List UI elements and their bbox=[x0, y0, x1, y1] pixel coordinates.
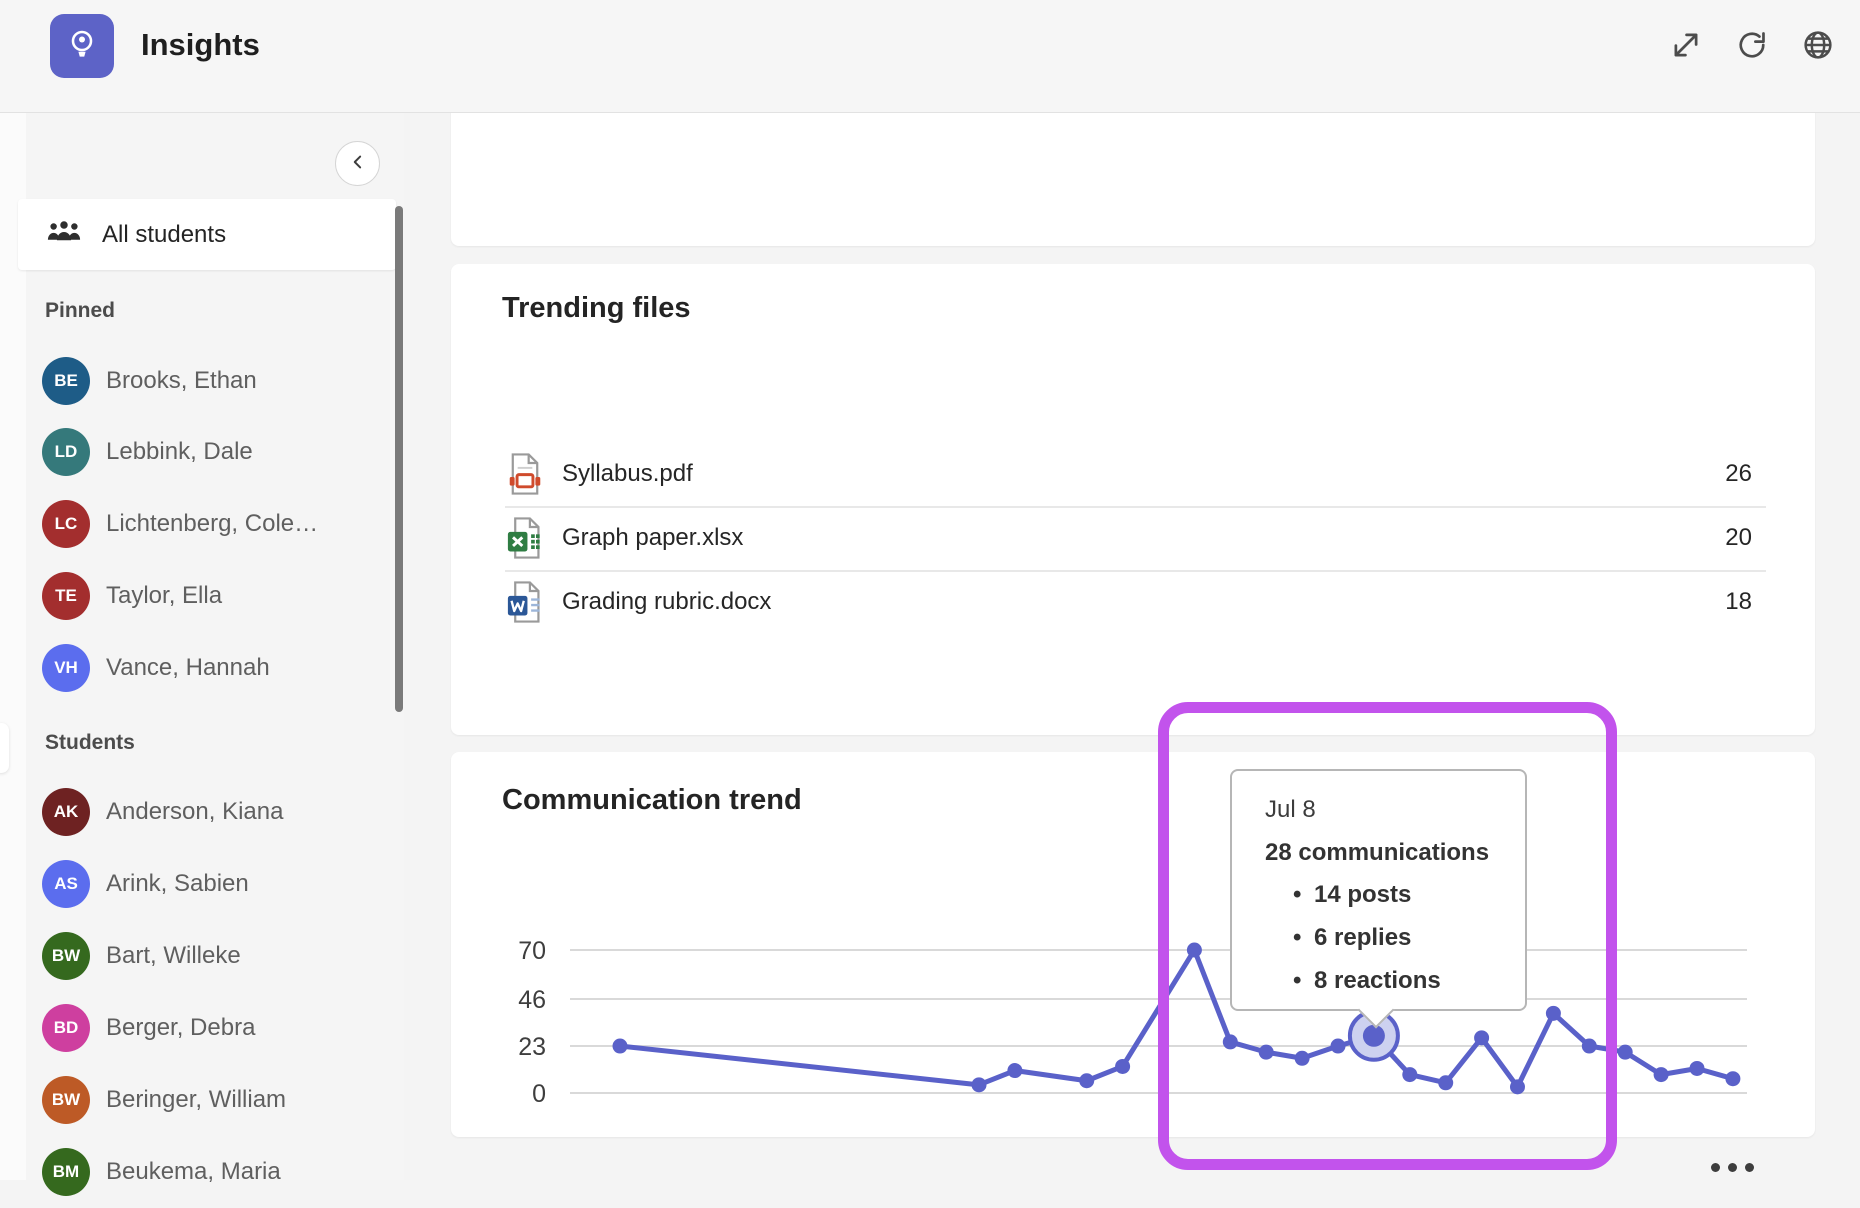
refresh-button[interactable] bbox=[1732, 26, 1772, 66]
avatar: TE bbox=[42, 572, 90, 620]
file-row[interactable]: Graph paper.xlsx 20 bbox=[505, 506, 1766, 572]
tooltip-total: 28 communications bbox=[1265, 839, 1490, 866]
expand-button[interactable] bbox=[1666, 26, 1706, 66]
avatar: BW bbox=[42, 932, 90, 980]
previous-card-partial bbox=[451, 96, 1815, 246]
file-row[interactable]: Syllabus.pdf 26 bbox=[505, 442, 1766, 508]
file-open-count: 18 bbox=[1725, 588, 1752, 615]
svg-text:46: 46 bbox=[518, 986, 546, 1014]
sidebar-item-label: All students bbox=[102, 220, 227, 248]
sidebar-item-student[interactable]: BE Brooks, Ethan bbox=[18, 345, 390, 417]
svg-text:0: 0 bbox=[532, 1080, 546, 1108]
globe-icon bbox=[1800, 27, 1836, 66]
more-options-button[interactable] bbox=[1700, 1162, 1760, 1180]
file-row[interactable]: Grading rubric.docx 18 bbox=[505, 570, 1766, 634]
student-name: Lichtenberg, Cole… bbox=[106, 510, 319, 537]
page-title: Insights bbox=[141, 27, 260, 62]
trending-files-card: Trending files Syllabus.pdf 26 bbox=[451, 264, 1815, 735]
tooltip-breakdown: 14 posts 6 replies 8 reactions bbox=[1293, 881, 1525, 995]
avatar: BE bbox=[42, 357, 90, 405]
section-label-pinned: Pinned bbox=[45, 299, 116, 322]
student-name: Anderson, Kiana bbox=[106, 798, 284, 825]
sidebar-item-student[interactable]: BW Beringer, William bbox=[18, 1064, 390, 1136]
tooltip-replies: 6 replies bbox=[1293, 924, 1525, 952]
chart-tooltip: Jul 8 28 communications 14 posts 6 repli… bbox=[1230, 769, 1527, 1029]
lightbulb-icon bbox=[64, 26, 100, 67]
tooltip-date: Jul 8 bbox=[1265, 796, 1316, 823]
sidebar-collapse-button[interactable] bbox=[335, 141, 380, 186]
sidebar-item-student[interactable]: BM Beukema, Maria bbox=[18, 1136, 390, 1208]
avatar: BM bbox=[42, 1148, 90, 1196]
avatar: LC bbox=[42, 500, 90, 548]
file-open-count: 26 bbox=[1725, 460, 1752, 487]
sidebar-item-student[interactable]: AK Anderson, Kiana bbox=[18, 776, 390, 848]
file-name: Graph paper.xlsx bbox=[562, 524, 744, 551]
app-header: Insights bbox=[0, 0, 1860, 113]
avatar: BD bbox=[42, 1004, 90, 1052]
sidebar-item-all-students[interactable]: All students bbox=[18, 199, 396, 270]
header-actions bbox=[1666, 26, 1838, 66]
avatar: AK bbox=[42, 788, 90, 836]
avatar: AS bbox=[42, 860, 90, 908]
file-name: Syllabus.pdf bbox=[562, 460, 693, 487]
student-name: Arink, Sabien bbox=[106, 870, 249, 897]
word-file-icon bbox=[505, 580, 545, 624]
refresh-icon bbox=[1734, 27, 1770, 66]
chevron-left-icon bbox=[345, 149, 371, 178]
insights-app-logo bbox=[50, 14, 114, 78]
sidebar-item-student[interactable]: BD Berger, Debra bbox=[18, 992, 390, 1064]
ellipsis-icon bbox=[1711, 1163, 1754, 1179]
file-open-count: 20 bbox=[1725, 524, 1752, 551]
avatar: LD bbox=[42, 428, 90, 476]
communication-trend-card: Communication trend 70 46 23 0 Jul 8 28 com… bbox=[451, 752, 1815, 1137]
student-name: Beringer, William bbox=[106, 1086, 287, 1113]
team-icon bbox=[46, 219, 82, 251]
sidebar-item-student[interactable]: AS Arink, Sabien bbox=[18, 848, 390, 920]
expand-icon bbox=[1668, 27, 1704, 66]
sidebar-item-student[interactable]: VH Vance, Hannah bbox=[18, 632, 390, 704]
sidebar-item-student[interactable]: LC Lichtenberg, Cole… bbox=[18, 488, 390, 560]
student-name: Vance, Hannah bbox=[106, 654, 270, 681]
communication-trend-chart[interactable]: 70 46 23 0 bbox=[451, 752, 1815, 1137]
student-name: Bart, Willeke bbox=[106, 942, 241, 969]
panel-handle[interactable] bbox=[0, 723, 9, 773]
sidebar-gutter bbox=[0, 113, 26, 1180]
svg-text:23: 23 bbox=[518, 1033, 546, 1061]
sidebar-item-student[interactable]: LD Lebbink, Dale bbox=[18, 416, 390, 488]
student-name: Brooks, Ethan bbox=[106, 367, 257, 394]
sidebar-scrollbar[interactable] bbox=[395, 206, 403, 712]
pdf-file-icon bbox=[505, 452, 545, 496]
trending-files-title: Trending files bbox=[502, 292, 691, 324]
sidebar-item-student[interactable]: BW Bart, Willeke bbox=[18, 920, 390, 992]
tooltip-posts: 14 posts bbox=[1293, 881, 1525, 909]
student-name: Taylor, Ella bbox=[106, 582, 223, 609]
svg-text:70: 70 bbox=[518, 937, 546, 965]
tooltip-reactions: 8 reactions bbox=[1293, 967, 1525, 995]
avatar: BW bbox=[42, 1076, 90, 1124]
communication-trend-title: Communication trend bbox=[502, 784, 802, 816]
student-name: Berger, Debra bbox=[106, 1014, 256, 1041]
excel-file-icon bbox=[505, 516, 545, 560]
student-name: Beukema, Maria bbox=[106, 1158, 281, 1185]
globe-button[interactable] bbox=[1798, 26, 1838, 66]
avatar: VH bbox=[42, 644, 90, 692]
sidebar-item-student[interactable]: TE Taylor, Ella bbox=[18, 560, 390, 632]
file-name: Grading rubric.docx bbox=[562, 588, 772, 615]
student-name: Lebbink, Dale bbox=[106, 438, 253, 465]
section-label-students: Students bbox=[45, 731, 135, 754]
